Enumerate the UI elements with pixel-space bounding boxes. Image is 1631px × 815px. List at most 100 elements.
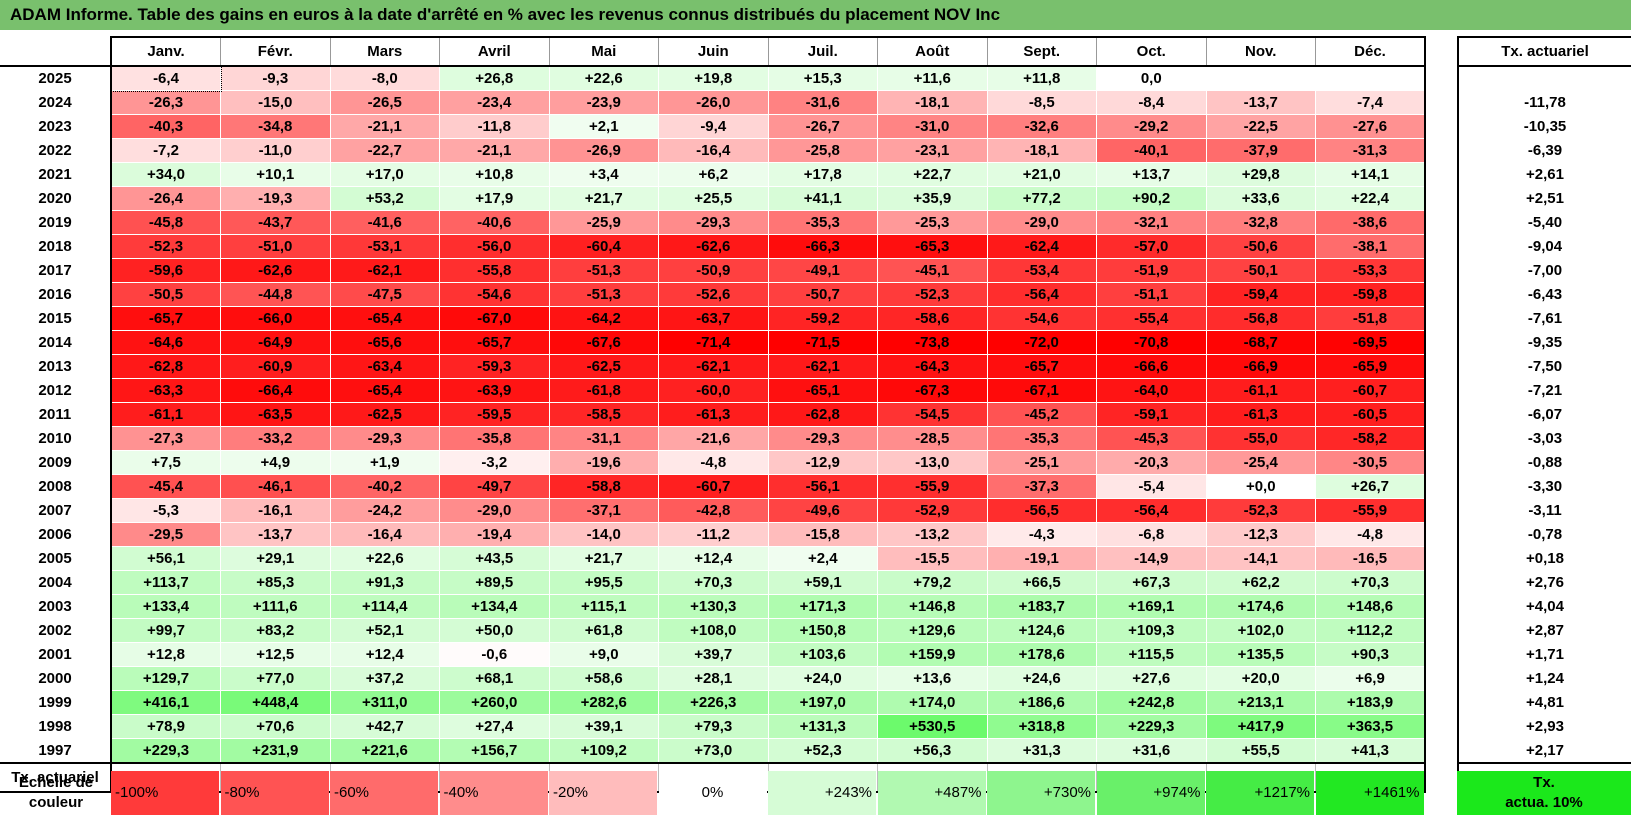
gain-cell[interactable]: -13,7	[220, 522, 330, 547]
gain-cell[interactable]: -13,2	[877, 522, 987, 547]
gain-cell[interactable]: +31,6	[1096, 738, 1206, 764]
gain-cell[interactable]: -27,3	[110, 426, 221, 451]
gain-cell[interactable]: -23,9	[548, 90, 659, 115]
gain-cell[interactable]: -14,0	[548, 522, 659, 547]
gain-cell[interactable]: -50,5	[110, 282, 221, 307]
gain-cell[interactable]: -32,8	[1205, 210, 1316, 235]
gain-cell[interactable]: +213,1	[1205, 690, 1316, 715]
gain-cell[interactable]: -0,6	[439, 642, 549, 667]
gain-cell[interactable]: +68,1	[439, 666, 549, 691]
gain-cell[interactable]: +183,7	[986, 594, 1097, 619]
gain-cell[interactable]: +21,0	[986, 162, 1097, 187]
gain-cell[interactable]: -57,0	[1096, 234, 1206, 259]
gain-cell[interactable]	[1205, 65, 1316, 91]
gain-cell[interactable]: -4,8	[1315, 522, 1426, 547]
gain-cell[interactable]: +78,9	[110, 714, 221, 739]
gain-cell[interactable]: -67,3	[877, 378, 987, 403]
gain-cell[interactable]: -8,0	[329, 65, 440, 91]
gain-cell[interactable]: +103,6	[767, 642, 878, 667]
gain-cell[interactable]: +129,7	[110, 666, 221, 691]
gain-cell[interactable]: +311,0	[329, 690, 440, 715]
gain-cell[interactable]: +14,1	[1315, 162, 1426, 187]
gain-cell[interactable]: -38,1	[1315, 234, 1426, 259]
gain-cell[interactable]: -26,5	[329, 90, 440, 115]
gain-cell[interactable]: -29,3	[767, 426, 878, 451]
gain-cell[interactable]: +62,2	[1205, 570, 1316, 595]
gain-cell[interactable]: -63,9	[439, 378, 549, 403]
gain-cell[interactable]: +111,6	[220, 594, 330, 619]
gain-cell[interactable]: +1,9	[329, 450, 440, 475]
gain-cell[interactable]: +26,7	[1315, 474, 1426, 499]
gain-cell[interactable]: -45,1	[877, 258, 987, 283]
gain-cell[interactable]: -52,9	[877, 498, 987, 523]
gain-cell[interactable]: +169,1	[1096, 594, 1206, 619]
gain-cell[interactable]: +229,3	[110, 738, 221, 764]
gain-cell[interactable]: +99,7	[110, 618, 221, 643]
gain-cell[interactable]: -25,4	[1205, 450, 1316, 475]
gain-cell[interactable]: -65,7	[439, 330, 549, 355]
gain-cell[interactable]: -23,1	[877, 138, 987, 163]
gain-cell[interactable]: -55,9	[877, 474, 987, 499]
gain-cell[interactable]: -4,3	[986, 522, 1097, 547]
gain-cell[interactable]: -59,6	[110, 258, 221, 283]
gain-cell[interactable]: -16,4	[658, 138, 768, 163]
gain-cell[interactable]: +66,5	[986, 570, 1097, 595]
gain-cell[interactable]: +15,3	[767, 65, 878, 91]
gain-cell[interactable]: -55,8	[439, 258, 549, 283]
gain-cell[interactable]: -62,5	[329, 402, 440, 427]
gain-cell[interactable]: +89,5	[439, 570, 549, 595]
gain-cell[interactable]: +174,0	[877, 690, 987, 715]
gain-cell[interactable]: -42,8	[658, 498, 768, 523]
gain-cell[interactable]: -12,9	[767, 450, 878, 475]
gain-cell[interactable]: -19,3	[220, 186, 330, 211]
gain-cell[interactable]: +112,2	[1315, 618, 1426, 643]
gain-cell[interactable]: -3,2	[439, 450, 549, 475]
gain-cell[interactable]: -21,1	[329, 114, 440, 139]
gain-cell[interactable]: -58,8	[548, 474, 659, 499]
gain-cell[interactable]: -61,3	[1205, 402, 1316, 427]
gain-cell[interactable]: +109,2	[548, 738, 659, 764]
gain-cell[interactable]: +2,4	[767, 546, 878, 571]
gain-cell[interactable]: -34,8	[220, 114, 330, 139]
gain-cell[interactable]: +13,6	[877, 666, 987, 691]
gain-cell[interactable]: -56,4	[1096, 498, 1206, 523]
gain-cell[interactable]: -51,3	[548, 282, 659, 307]
gain-cell[interactable]: -44,8	[220, 282, 330, 307]
gain-cell[interactable]: -25,1	[986, 450, 1097, 475]
gain-cell[interactable]: -66,9	[1205, 354, 1316, 379]
gain-cell[interactable]: -30,5	[1315, 450, 1426, 475]
gain-cell[interactable]: -62,6	[220, 258, 330, 283]
gain-cell[interactable]: +12,4	[329, 642, 440, 667]
gain-cell[interactable]: +11,6	[877, 65, 987, 91]
gain-cell[interactable]: -20,3	[1096, 450, 1206, 475]
gain-cell[interactable]: -62,5	[548, 354, 659, 379]
gain-cell[interactable]: -25,3	[877, 210, 987, 235]
gain-cell[interactable]: -27,6	[1315, 114, 1426, 139]
gain-cell[interactable]: -55,4	[1096, 306, 1206, 331]
gain-cell[interactable]: +12,5	[220, 642, 330, 667]
gain-cell[interactable]: -67,6	[548, 330, 659, 355]
gain-cell[interactable]: -73,8	[877, 330, 987, 355]
gain-cell[interactable]: -51,3	[548, 258, 659, 283]
gain-cell[interactable]: -59,8	[1315, 282, 1426, 307]
gain-cell[interactable]: +129,6	[877, 618, 987, 643]
gain-cell[interactable]: -52,3	[1205, 498, 1316, 523]
gain-cell[interactable]: +9,0	[548, 642, 659, 667]
gain-cell[interactable]: +28,1	[658, 666, 768, 691]
gain-cell[interactable]: +33,6	[1205, 186, 1316, 211]
gain-cell[interactable]: -66,3	[767, 234, 878, 259]
gain-cell[interactable]: -50,6	[1205, 234, 1316, 259]
gain-cell[interactable]: -31,3	[1315, 138, 1426, 163]
gain-cell[interactable]: -62,4	[986, 234, 1097, 259]
gain-cell[interactable]: +130,3	[658, 594, 768, 619]
gain-cell[interactable]: -53,3	[1315, 258, 1426, 283]
gain-cell[interactable]: -55,9	[1315, 498, 1426, 523]
gain-cell[interactable]: -53,4	[986, 258, 1097, 283]
gain-cell[interactable]: -18,1	[986, 138, 1097, 163]
gain-cell[interactable]: +229,3	[1096, 714, 1206, 739]
gain-cell[interactable]: -59,4	[1205, 282, 1316, 307]
gain-cell[interactable]: -65,9	[1315, 354, 1426, 379]
gain-cell[interactable]: +197,0	[767, 690, 878, 715]
gain-cell[interactable]: -28,5	[877, 426, 987, 451]
gain-cell[interactable]: -25,9	[548, 210, 659, 235]
